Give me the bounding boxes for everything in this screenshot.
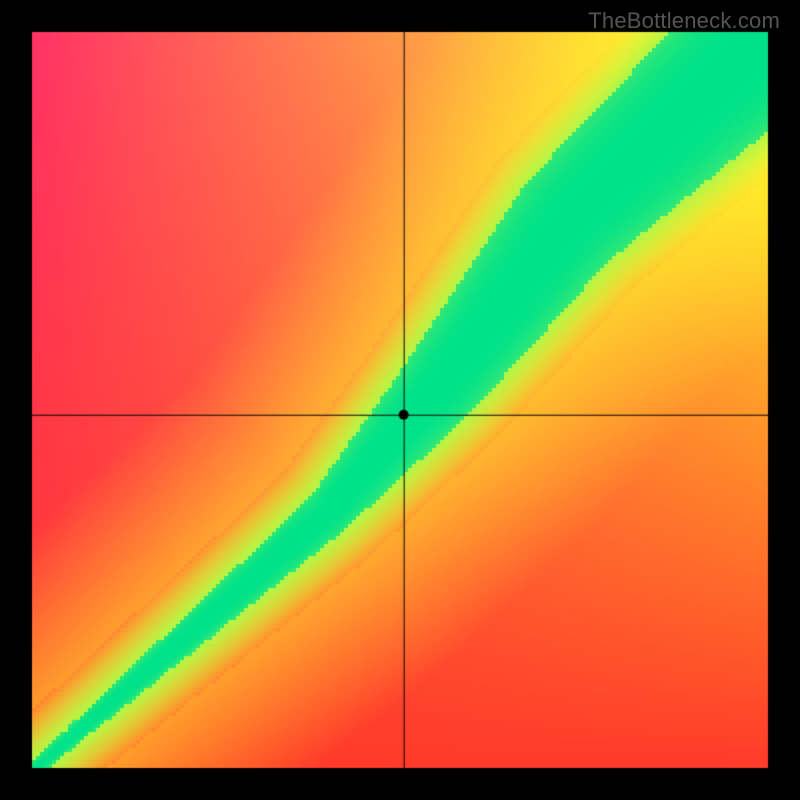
bottleneck-heatmap: [0, 0, 800, 800]
watermark-text: TheBottleneck.com: [588, 8, 780, 34]
